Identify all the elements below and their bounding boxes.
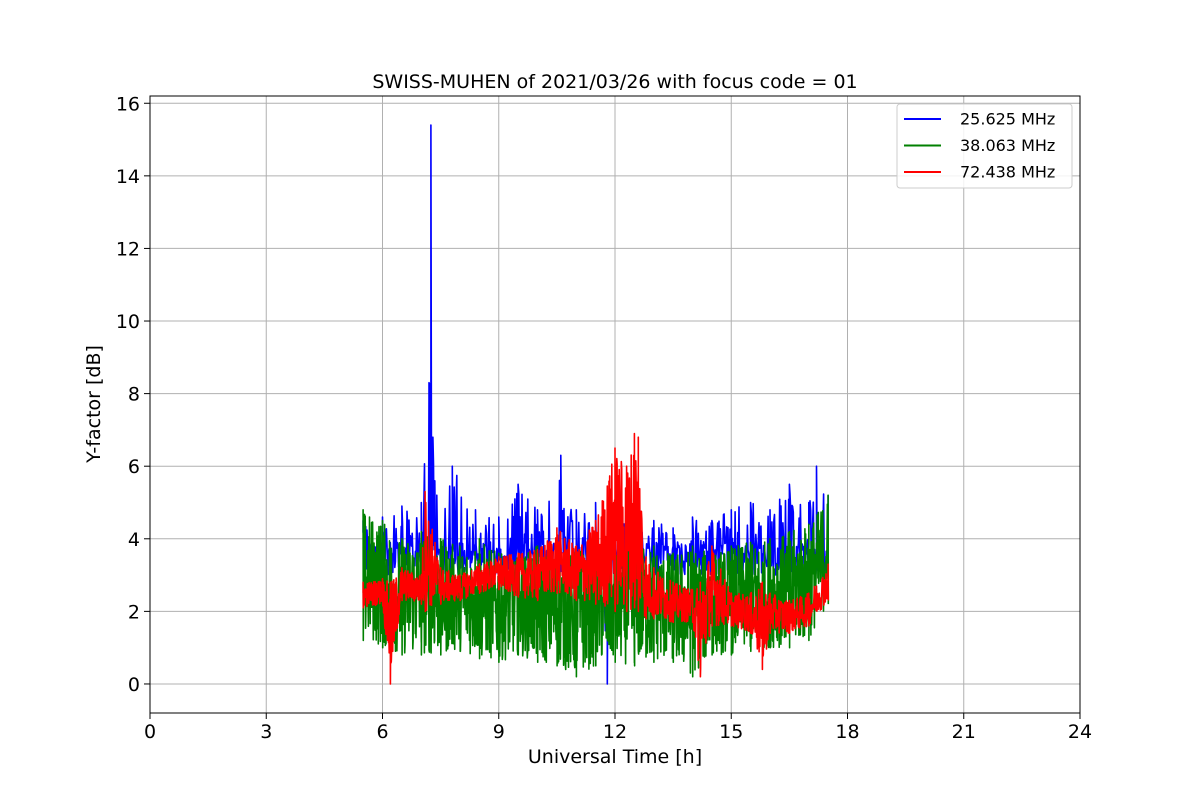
y-tick-label: 0 bbox=[128, 674, 140, 696]
x-axis: 0 3 6 9 12 15 18 21 24 bbox=[144, 713, 1092, 743]
y-tick-label: 4 bbox=[128, 529, 140, 551]
series-line bbox=[362, 432, 830, 685]
legend: 25.625 MHz 38.063 MHz 72.438 MHz bbox=[896, 103, 1073, 189]
x-tick-label: 0 bbox=[144, 721, 156, 743]
legend-box bbox=[896, 103, 1073, 189]
x-tick-label: 3 bbox=[260, 721, 272, 743]
y-tick-label: 8 bbox=[128, 384, 140, 406]
plot-series bbox=[362, 124, 830, 685]
x-tick-label: 12 bbox=[603, 721, 627, 743]
chart-title: SWISS-MUHEN of 2021/03/26 with focus cod… bbox=[372, 71, 857, 93]
legend-label: 25.625 MHz bbox=[960, 110, 1055, 129]
y-tick-label: 10 bbox=[116, 311, 140, 333]
x-tick-label: 9 bbox=[493, 721, 505, 743]
legend-label: 72.438 MHz bbox=[960, 163, 1055, 182]
y-axis-label: Y-factor [dB] bbox=[83, 345, 105, 464]
x-tick-label: 15 bbox=[719, 721, 743, 743]
legend-label: 38.063 MHz bbox=[960, 136, 1055, 155]
x-tick-label: 24 bbox=[1068, 721, 1092, 743]
x-axis-label: Universal Time [h] bbox=[528, 746, 702, 768]
x-tick-label: 18 bbox=[835, 721, 859, 743]
y-tick-label: 2 bbox=[128, 601, 140, 623]
x-tick-label: 21 bbox=[952, 721, 976, 743]
y-tick-label: 14 bbox=[116, 166, 140, 188]
series-72-438-MHz bbox=[362, 432, 830, 685]
x-tick-label: 6 bbox=[376, 721, 388, 743]
y-tick-label: 12 bbox=[116, 238, 140, 260]
y-tick-label: 6 bbox=[128, 456, 140, 478]
y-axis: 0 2 4 6 8 10 12 14 16 bbox=[116, 93, 150, 696]
y-tick-label: 16 bbox=[116, 93, 140, 115]
